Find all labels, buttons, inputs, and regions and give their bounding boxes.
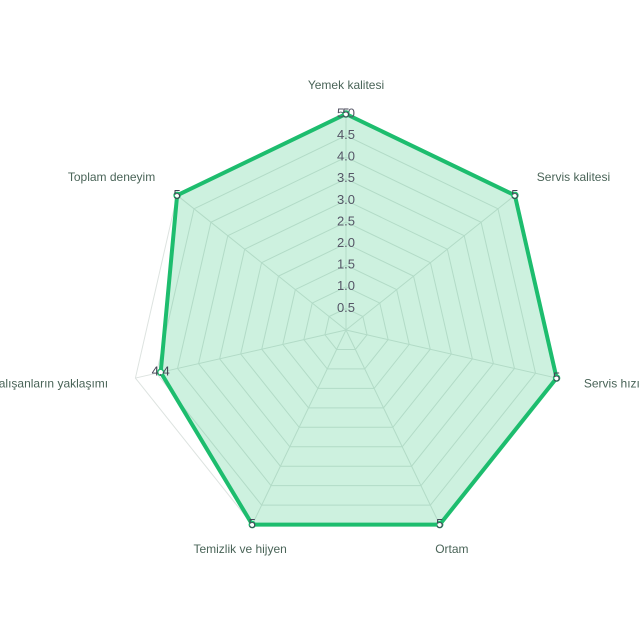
value-label: 4.4 [152, 364, 170, 379]
data-area [158, 111, 559, 527]
value-label: 5 [174, 187, 181, 202]
data-point [156, 368, 165, 377]
category-label: Yemek kalitesi [308, 78, 384, 92]
value-label: 5 [511, 187, 518, 202]
axis-line [345, 329, 441, 525]
data-point [552, 374, 561, 382]
value-label: 5 [342, 105, 349, 120]
value-label: 5 [553, 370, 560, 385]
r-tick-label: 1.5 [337, 257, 355, 272]
axis-line [176, 194, 347, 331]
data-point [173, 191, 181, 200]
value-label: 5 [249, 516, 256, 531]
grid-ring [176, 156, 516, 487]
grid-ring [219, 199, 473, 448]
axis-line [345, 329, 557, 379]
data-point [435, 520, 444, 529]
value-label: 5 [436, 516, 443, 531]
data-point [511, 191, 519, 200]
grid-ring [198, 178, 494, 467]
r-tick-label: 1.0 [337, 278, 355, 293]
axis-line [251, 329, 347, 525]
category-label: Servis hızı [584, 376, 640, 390]
data-point [342, 110, 350, 118]
axis-line [135, 329, 347, 379]
category-label: Toplam deneyim [68, 170, 155, 184]
grid-ring [303, 286, 389, 370]
r-tick-label: 2.0 [337, 235, 355, 250]
data-point [248, 520, 257, 529]
r-tick-label: 3.0 [337, 192, 355, 207]
grid-ring [261, 243, 431, 409]
grid-ring [240, 221, 452, 428]
r-tick-label: 3.5 [337, 170, 355, 185]
category-label: Çalışanların yaklaşımı [0, 376, 108, 390]
category-label: Servis kalitesi [537, 170, 610, 184]
category-label: Ortam [435, 542, 468, 556]
grid-ring [282, 264, 410, 389]
grid-ring [324, 307, 368, 350]
category-label: Temizlik ve hijyen [193, 542, 286, 556]
grid-ring [155, 135, 537, 506]
r-tick-label: 0.5 [337, 300, 355, 315]
r-tick-label: 4.0 [337, 149, 355, 164]
r-tick-label: 4.5 [337, 127, 355, 142]
axis-line [345, 194, 516, 331]
r-tick-label: 2.5 [337, 213, 355, 228]
